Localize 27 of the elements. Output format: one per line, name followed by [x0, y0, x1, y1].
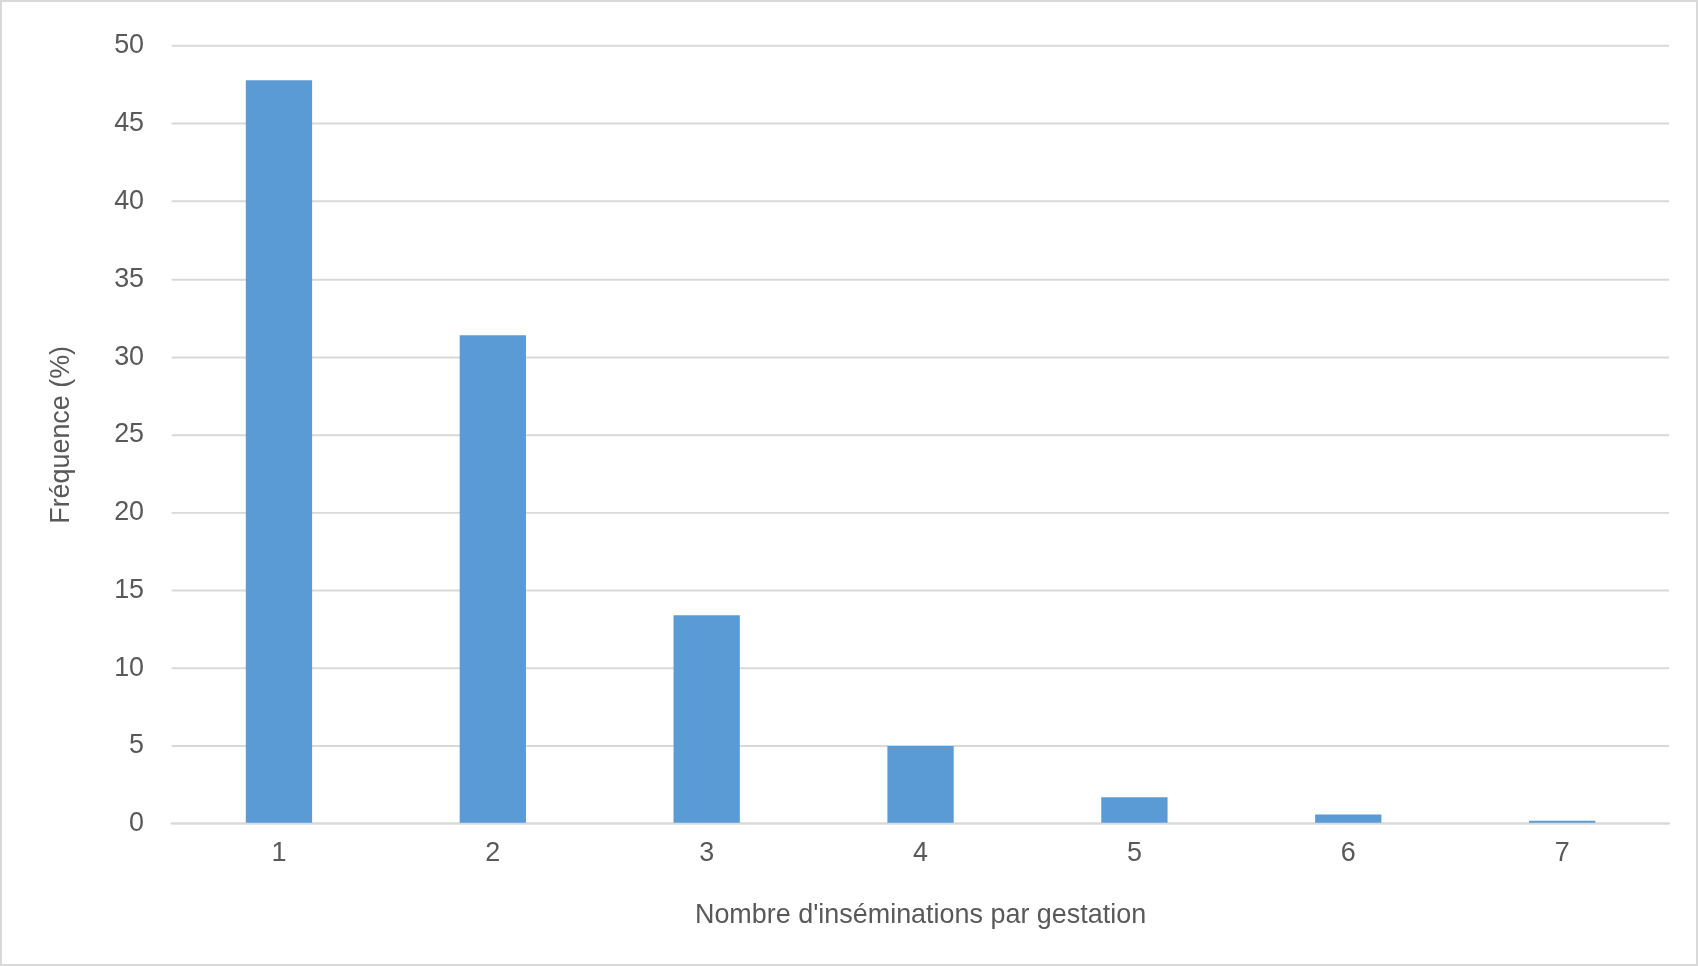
y-tick-label: 20: [114, 496, 145, 527]
x-tick-label: 5: [1126, 837, 1142, 868]
y-tick-label: 50: [114, 29, 145, 60]
x-tick-label: 7: [1554, 837, 1570, 868]
bar: [887, 746, 954, 823]
bar: [459, 335, 526, 823]
y-tick-label: 40: [114, 185, 145, 215]
x-tick-label: 4: [913, 837, 929, 868]
x-axis-title: Nombre d'inséminations par gestation: [694, 899, 1147, 930]
bar: [1101, 797, 1168, 823]
bar: [245, 80, 313, 823]
y-tick-label: 10: [114, 651, 145, 682]
bar: [1528, 820, 1596, 823]
y-tick-label: 35: [114, 262, 145, 293]
bar: [1315, 814, 1382, 823]
y-axis-title: Fréquence (%): [45, 346, 76, 524]
y-tick-label: 25: [114, 418, 145, 449]
bar: [673, 615, 740, 823]
y-tick-label: 30: [114, 340, 145, 371]
y-tick-label: 5: [129, 729, 145, 760]
y-tick-label: 0: [129, 807, 145, 838]
y-tick-label: 45: [114, 107, 145, 138]
x-tick-label: 6: [1340, 837, 1356, 868]
x-tick-label: 3: [699, 837, 715, 868]
x-tick-label: 1: [271, 837, 287, 868]
y-tick-label: 15: [114, 573, 145, 604]
x-tick-label: 2: [485, 837, 501, 868]
